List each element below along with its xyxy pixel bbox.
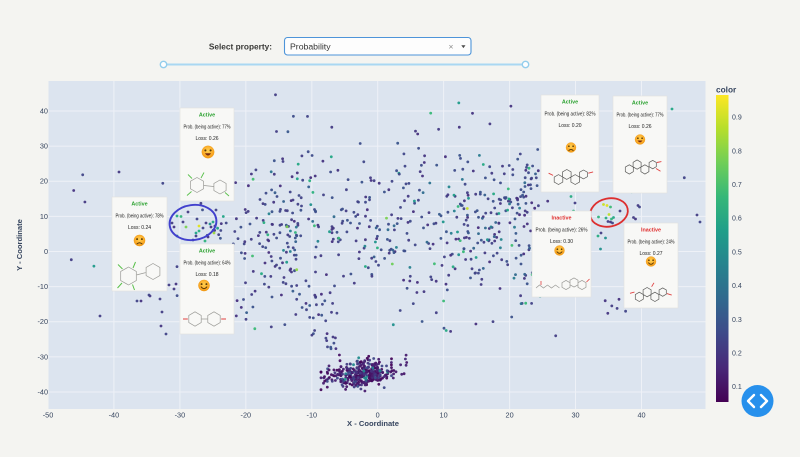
svg-text:Inactive: Inactive (551, 216, 571, 222)
svg-text:0.8: 0.8 (732, 148, 742, 155)
svg-text:-20: -20 (241, 411, 252, 420)
svg-text:Loss: 0.27: Loss: 0.27 (639, 251, 662, 257)
svg-text:30: 30 (40, 142, 48, 151)
svg-text:color: color (716, 85, 737, 95)
svg-text:40: 40 (40, 106, 48, 115)
svg-text:Prob. (being active): 77%: Prob. (being active): 77% (184, 125, 231, 131)
svg-text:Loss: 0.18: Loss: 0.18 (195, 272, 218, 278)
svg-text:Select property:: Select property: (209, 42, 272, 52)
svg-text:Loss: 0.20: Loss: 0.20 (558, 123, 581, 129)
svg-text:0.3: 0.3 (732, 317, 742, 324)
svg-text:Loss: 0.26: Loss: 0.26 (628, 124, 651, 130)
svg-text:0.1: 0.1 (732, 384, 742, 391)
svg-text:Loss: 0.26: Loss: 0.26 (195, 136, 218, 142)
svg-text:Prob. (being active): 64%: Prob. (being active): 64% (184, 261, 231, 267)
svg-text:Loss: 0.24: Loss: 0.24 (128, 225, 151, 231)
svg-text:Active: Active (199, 249, 215, 255)
svg-text:40: 40 (637, 411, 645, 420)
svg-text:-10: -10 (307, 411, 318, 420)
svg-text:0.5: 0.5 (732, 249, 742, 256)
svg-text:0.4: 0.4 (732, 283, 742, 290)
svg-text:Prob. (being active): 26%: Prob. (being active): 26% (536, 228, 589, 234)
svg-text:0.7: 0.7 (732, 182, 742, 189)
svg-text:-40: -40 (109, 411, 120, 420)
svg-text:Inactive: Inactive (641, 228, 661, 234)
svg-text:-40: -40 (37, 387, 48, 396)
svg-text:10: 10 (440, 411, 448, 420)
svg-text:Y - Coordinate: Y - Coordinate (15, 219, 24, 271)
svg-text:20: 20 (506, 411, 514, 420)
svg-text:Prob. (being active): 78%: Prob. (being active): 78% (116, 214, 164, 220)
svg-text:-30: -30 (175, 411, 186, 420)
svg-text:-50: -50 (43, 411, 54, 420)
svg-text:-30: -30 (37, 352, 48, 361)
svg-text:Prob. (being active): 77%: Prob. (being active): 77% (617, 113, 664, 119)
svg-text:Active: Active (131, 202, 147, 208)
svg-text:0: 0 (44, 247, 48, 256)
svg-text:10: 10 (40, 212, 48, 221)
svg-text:X - Coordinate: X - Coordinate (347, 419, 399, 428)
svg-text:0.9: 0.9 (732, 115, 742, 122)
svg-text:0: 0 (376, 411, 380, 420)
svg-text:Loss: 0.30: Loss: 0.30 (550, 239, 573, 245)
svg-text:30: 30 (571, 411, 579, 420)
svg-text:×: × (449, 42, 454, 52)
svg-text:20: 20 (40, 177, 48, 186)
svg-text:Probability: Probability (290, 42, 331, 52)
svg-text:Prob. (being active): 24%: Prob. (being active): 24% (628, 240, 675, 246)
svg-text:0.6: 0.6 (732, 216, 742, 223)
svg-text:Active: Active (632, 101, 648, 107)
svg-text:-20: -20 (37, 317, 48, 326)
svg-text:Prob. (being active): 82%: Prob. (being active): 82% (545, 112, 597, 118)
svg-text:0.2: 0.2 (732, 350, 742, 357)
svg-text:Active: Active (562, 100, 578, 106)
svg-text:-10: -10 (37, 282, 48, 291)
svg-text:Active: Active (199, 113, 215, 119)
